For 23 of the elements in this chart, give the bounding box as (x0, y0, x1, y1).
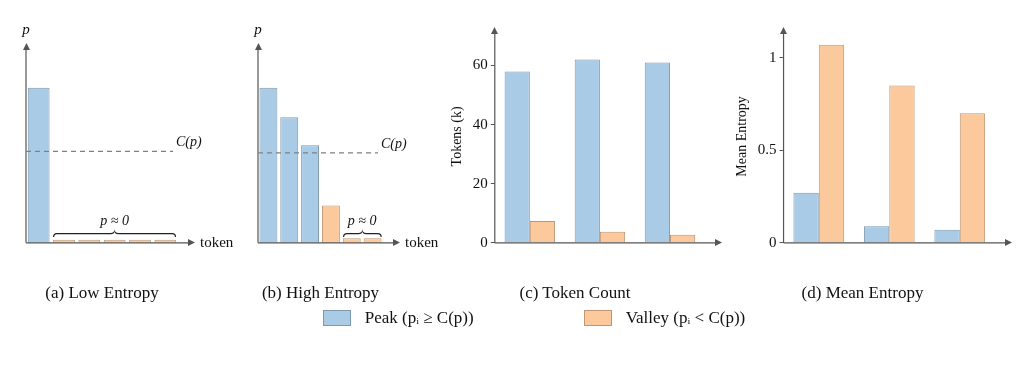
y-tick-label: 60 (472, 56, 488, 73)
ref-line-label: C(p) (176, 134, 202, 151)
x-axis-title: token (405, 233, 439, 250)
y-tick-label: 0 (480, 233, 488, 250)
y-tick-label: 0.5 (757, 141, 777, 158)
legend-label: Peak (pᵢ ≥ C(p)) (364, 308, 474, 328)
y-tick-label: 1 (769, 48, 777, 65)
y-tick-label: 0 (769, 233, 777, 250)
annotation: p ≈ 0 (99, 213, 130, 229)
y-axis-title: p (21, 21, 31, 38)
ref-line-label: C(p) (381, 135, 407, 152)
y-axis-title: p (253, 21, 263, 38)
annotation: p ≈ 0 (346, 213, 377, 229)
y-axis-title: Mean Entropy (734, 96, 750, 177)
legend-label: Valley (pᵢ < C(p)) (625, 308, 746, 328)
y-tick-label: 40 (472, 115, 488, 132)
text: (a) Low Entropy (45, 283, 160, 303)
text: (b) High Entropy (261, 283, 380, 303)
text: (d) Mean Entropy (801, 283, 924, 303)
text: (c) Token Count (519, 283, 631, 303)
x-axis-title: token (200, 233, 234, 250)
y-tick-label: 20 (472, 174, 488, 191)
y-axis-title: Tokens (k) (449, 106, 466, 167)
